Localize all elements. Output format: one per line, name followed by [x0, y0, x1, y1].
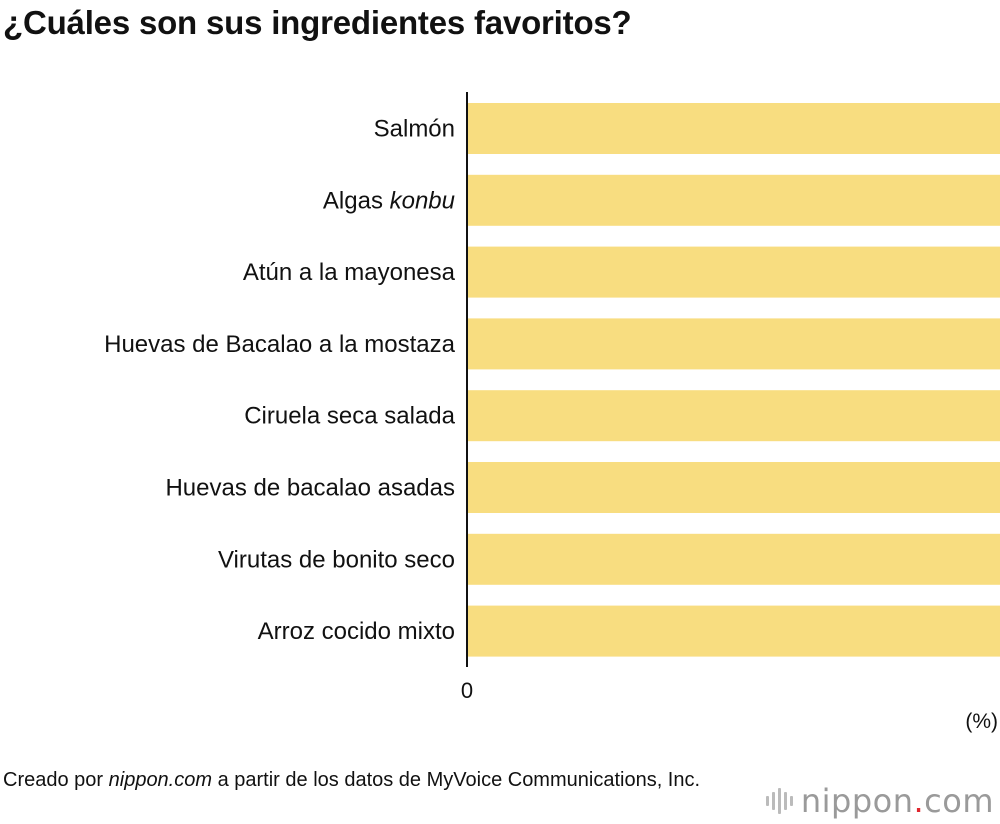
- x-axis-unit-label: (%): [965, 710, 998, 733]
- bar-3: [468, 246, 1000, 298]
- category-label-2: Algas konbu: [323, 187, 455, 214]
- x-tick-label-0: 0: [461, 678, 473, 703]
- category-labels: Salmón Algas konbu Atún a la mayonesa Hueva…: [104, 116, 456, 646]
- category-label-6: Huevas de bacalao asadas: [165, 475, 455, 502]
- x-axis-ticks: 010203040506070: [461, 678, 473, 703]
- bar-layer: [468, 103, 1000, 657]
- brand-mark-icon: [765, 786, 793, 816]
- category-label-5: Ciruela seca salada: [244, 403, 455, 430]
- brand-dot: .: [913, 782, 925, 820]
- category-label-3: Atún a la mayonesa: [243, 259, 456, 286]
- brand-wordmark: nippon.com: [801, 782, 994, 820]
- source-site: nippon.com: [108, 769, 213, 791]
- bar-6: [468, 462, 1000, 513]
- category-label-1: Salmón: [374, 116, 455, 143]
- bar-7: [468, 533, 1000, 585]
- bar-1: [468, 103, 1000, 154]
- nippon-logo: nippon.com: [765, 782, 994, 820]
- bar-8: [468, 605, 1000, 657]
- bar-2: [468, 174, 1000, 226]
- category-label-8: Arroz cocido mixto: [258, 618, 455, 645]
- category-label-7: Virutas de bonito seco: [218, 546, 455, 573]
- bar-5: [468, 390, 1000, 442]
- category-label-4: Huevas de Bacalao a la mostaza: [104, 331, 456, 358]
- brand-name: nippon: [800, 782, 914, 820]
- source-suffix: a partir de los datos de MyVoice Communi…: [212, 769, 701, 791]
- brand-tld: com: [924, 782, 994, 820]
- source-note: Creado por nippon.com a partir de los da…: [3, 767, 703, 794]
- chart-title: ¿Cuáles son sus ingredientes favoritos?: [3, 4, 632, 41]
- bar-4: [468, 318, 1000, 370]
- source-prefix: Creado por: [3, 769, 109, 791]
